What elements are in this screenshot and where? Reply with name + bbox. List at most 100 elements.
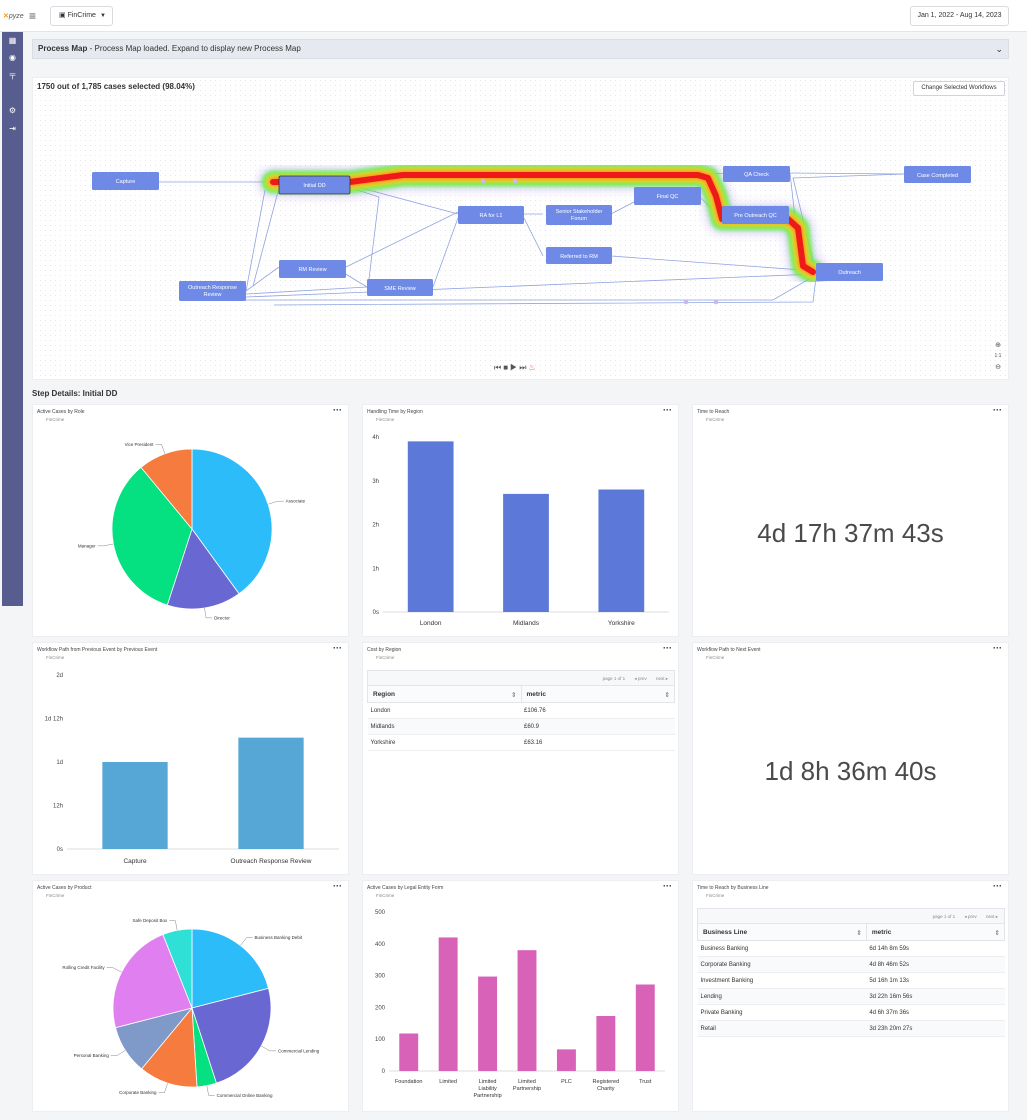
table-row[interactable]: Yorkshire £63.16 <box>367 734 675 751</box>
zoom-in-icon[interactable]: ⊕ <box>995 342 1001 349</box>
pager-next[interactable]: next ▸ <box>655 676 668 681</box>
table-row[interactable]: Retail 3d 23h 20m 27s <box>697 1020 1005 1037</box>
table-row[interactable]: Private Banking 4d 6h 37m 36s <box>697 1004 1005 1021</box>
table-row[interactable]: Midlands £60.9 <box>367 718 675 735</box>
node-initial-dd[interactable]: Initial DD <box>278 175 351 195</box>
zoom-reset[interactable]: 1:1 <box>994 353 1002 359</box>
pie-slice[interactable] <box>162 928 193 1009</box>
node-referred-to-rm[interactable]: Referred to RM <box>546 247 612 264</box>
sort-icon[interactable]: ⇕ <box>664 691 670 699</box>
pager-prev[interactable]: ◂ prev <box>634 676 647 681</box>
bar[interactable] <box>517 950 537 1071</box>
change-workflows-button[interactable]: Change Selected Workflows <box>913 81 1005 96</box>
pie-chart-product[interactable]: Business Banking Debit Commercial Lending… <box>33 881 350 1113</box>
more-options-icon[interactable]: ··· <box>663 405 672 415</box>
workspace-select[interactable]: ▣ FinCrime ▼ <box>50 6 113 26</box>
column-header-business-line[interactable]: Business Line ⇕ <box>697 923 867 941</box>
pager-prev[interactable]: ◂ prev <box>964 914 977 919</box>
bar[interactable] <box>438 937 458 1071</box>
table-row[interactable]: Business Banking 6d 14h 8m 59s <box>697 940 1005 957</box>
node-outreach[interactable]: Outreach <box>816 263 883 281</box>
pie-slice[interactable] <box>191 987 272 1084</box>
process-map-header[interactable]: Process Map - Process Map loaded. Expand… <box>32 39 1009 59</box>
bar-chart-previous-event[interactable]: 0s 12h 1d 1d 12h 2d Capture Outreach Response … <box>33 643 350 876</box>
logout-icon[interactable]: ⇥ <box>9 124 16 133</box>
pie-slice[interactable] <box>166 528 240 610</box>
pie-label: Business Banking Debit <box>255 935 303 940</box>
date-range-picker[interactable]: Jan 1, 2022 - Aug 14, 2023 <box>910 6 1009 26</box>
node-senior-stakeholder-forum[interactable]: Senior Stakeholder Forum <box>546 205 612 225</box>
table-row[interactable]: Investment Banking 5d 16h 1m 13s <box>697 972 1005 989</box>
node-final-qc[interactable]: Final QC <box>634 187 701 205</box>
node-capture[interactable]: Capture <box>92 172 159 190</box>
bar[interactable] <box>407 441 454 612</box>
node-sme-review[interactable]: SME Review <box>367 279 433 296</box>
bar[interactable] <box>556 1049 576 1071</box>
node-pre-outreach-qc[interactable]: Pre Outreach QC <box>722 206 789 224</box>
bar[interactable] <box>503 493 549 612</box>
column-header-metric[interactable]: metric ⇕ <box>520 685 675 703</box>
x-tick-label: Limited Partnership <box>513 1079 541 1092</box>
zoom-out-icon[interactable]: ⊖ <box>995 364 1001 371</box>
pager-next[interactable]: next ▸ <box>985 914 998 919</box>
skip-forward-icon[interactable]: ⏭ <box>519 363 529 372</box>
more-options-icon[interactable]: ··· <box>993 405 1002 415</box>
more-options-icon[interactable]: ··· <box>993 881 1002 891</box>
stop-icon[interactable]: ■ <box>503 363 511 372</box>
bar[interactable] <box>598 489 645 613</box>
pie-slice[interactable] <box>112 934 193 1029</box>
expand-chevron-icon[interactable]: ⌄ <box>995 44 1003 54</box>
play-icon[interactable]: ▶ <box>510 363 520 372</box>
dashboard-icon[interactable]: ▦ <box>8 36 17 45</box>
card-time-to-reach-by-business-line: Time to Reach by Business Line FinCrime … <box>692 880 1009 1112</box>
app-logo[interactable]: ✕pyze <box>3 13 24 20</box>
x-tick-label: London <box>420 620 442 627</box>
column-header-metric[interactable]: metric ⇕ <box>865 923 1006 941</box>
bar[interactable] <box>635 984 655 1071</box>
sort-icon[interactable]: ⇕ <box>856 929 862 937</box>
workspace-label: FinCrime <box>67 12 96 19</box>
filter-icon[interactable]: ╤ <box>9 70 16 79</box>
bar-chart-handling[interactable]: 0s 1h 2h 3h 4h London Midlands Yorkshire <box>363 405 680 638</box>
menu-icon[interactable]: ≡ <box>29 9 37 23</box>
pie-slice[interactable] <box>191 448 273 595</box>
table-row[interactable]: Corporate Banking 4d 8h 46m 52s <box>697 956 1005 973</box>
process-map-canvas[interactable]: Capture Initial DD QA Check Case Complet… <box>33 78 1010 381</box>
table-row[interactable]: London £106.76 <box>367 702 675 719</box>
column-header-region[interactable]: Region ⇕ <box>367 685 522 703</box>
more-options-icon[interactable]: ··· <box>993 643 1002 653</box>
more-options-icon[interactable]: ··· <box>333 643 342 653</box>
pie-leader-line <box>106 967 122 973</box>
sort-icon[interactable]: ⇕ <box>511 691 517 699</box>
more-options-icon[interactable]: ··· <box>663 643 672 653</box>
skip-back-icon[interactable]: ⏮ <box>494 363 504 372</box>
heatmap-flame-icon[interactable]: ♨ <box>528 363 538 372</box>
bar[interactable] <box>596 1015 616 1071</box>
node-case-completed[interactable]: Case Completed <box>904 166 971 183</box>
gauge-icon[interactable]: ◉ <box>9 53 16 62</box>
pie-slice[interactable] <box>141 1006 198 1088</box>
x-tick-label: Midlands <box>513 620 540 627</box>
bar-chart-legal-entity[interactable]: 0 100 200 300 400 500 Foundation Limited Limited… <box>363 881 680 1113</box>
node-outreach-response-review[interactable]: Outreach Response Review <box>179 281 246 301</box>
node-ra-for-l1[interactable]: RA for L1 <box>458 206 524 224</box>
gear-icon[interactable]: ⚙ <box>8 106 17 115</box>
more-options-icon[interactable]: ··· <box>333 405 342 415</box>
node-qa-check[interactable]: QA Check <box>723 166 790 182</box>
case-dot <box>480 178 486 184</box>
pie-slice[interactable] <box>191 928 270 1009</box>
sort-icon[interactable]: ⇕ <box>994 929 1000 937</box>
bar[interactable] <box>238 737 304 849</box>
bar[interactable] <box>102 762 168 849</box>
more-options-icon[interactable]: ··· <box>663 881 672 891</box>
card-title: Workflow Path from Previous Event by Pre… <box>37 647 158 653</box>
bar[interactable] <box>478 976 498 1071</box>
table-cell-label: Retail <box>697 1020 867 1037</box>
table-row[interactable]: Lending 3d 22h 16m 56s <box>697 988 1005 1005</box>
pie-leader-line <box>204 607 213 619</box>
node-rm-review[interactable]: RM Review <box>279 260 346 278</box>
bar[interactable] <box>399 1033 419 1071</box>
more-options-icon[interactable]: ··· <box>333 881 342 891</box>
pie-slice[interactable] <box>111 466 193 606</box>
pie-chart-role[interactable]: Associate Director Manager Vice President <box>33 405 350 638</box>
